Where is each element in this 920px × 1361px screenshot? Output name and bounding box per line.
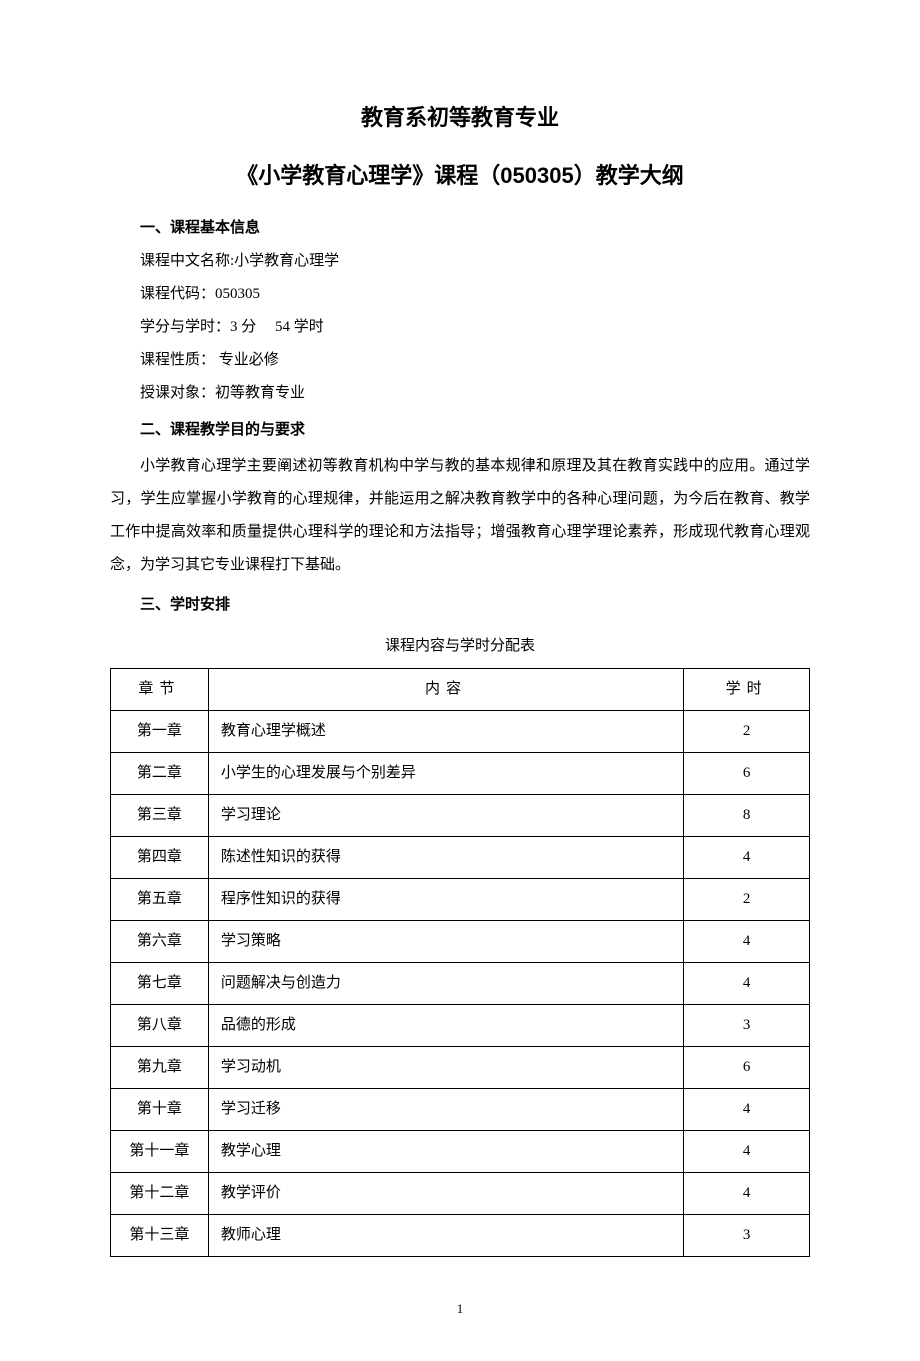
course-nature-line: 课程性质： 专业必修 bbox=[110, 347, 810, 374]
page-title-main: 教育系初等教育专业 bbox=[110, 98, 810, 138]
cell-hours: 3 bbox=[684, 1005, 810, 1047]
table-row: 第九章学习动机6 bbox=[111, 1047, 810, 1089]
cell-content: 学习迁移 bbox=[208, 1089, 683, 1131]
table-row: 第七章问题解决与创造力4 bbox=[111, 963, 810, 1005]
cell-chapter: 第八章 bbox=[111, 1005, 209, 1047]
cell-hours: 4 bbox=[684, 921, 810, 963]
cell-content: 教学评价 bbox=[208, 1173, 683, 1215]
course-nature-value: 专业必修 bbox=[215, 352, 279, 368]
cell-content: 程序性知识的获得 bbox=[208, 879, 683, 921]
table-row: 第六章学习策略4 bbox=[111, 921, 810, 963]
cell-content: 品德的形成 bbox=[208, 1005, 683, 1047]
cell-content: 问题解决与创造力 bbox=[208, 963, 683, 1005]
table-row: 第十一章教学心理4 bbox=[111, 1131, 810, 1173]
credits-hours-line: 学分与学时：3 分 54 学时 bbox=[110, 314, 810, 341]
cell-hours: 6 bbox=[684, 753, 810, 795]
cell-chapter: 第四章 bbox=[111, 837, 209, 879]
cell-content: 学习动机 bbox=[208, 1047, 683, 1089]
credits-label: 学分与学时： bbox=[140, 319, 230, 335]
cell-chapter: 第三章 bbox=[111, 795, 209, 837]
credits-value: 3 分 bbox=[230, 319, 256, 335]
section2-heading: 二、课程教学目的与要求 bbox=[110, 417, 810, 444]
cell-hours: 4 bbox=[684, 963, 810, 1005]
cell-content: 教师心理 bbox=[208, 1215, 683, 1257]
page-title-sub: 《小学教育心理学》课程（050305）教学大纲 bbox=[110, 156, 810, 196]
hours-value: 54 学时 bbox=[275, 319, 324, 335]
cell-content: 陈述性知识的获得 bbox=[208, 837, 683, 879]
cell-chapter: 第六章 bbox=[111, 921, 209, 963]
cell-hours: 2 bbox=[684, 711, 810, 753]
th-hours: 学时 bbox=[684, 669, 810, 711]
table-header-row: 章节 内容 学时 bbox=[111, 669, 810, 711]
section3-heading: 三、学时安排 bbox=[110, 592, 810, 619]
table-row: 第十章学习迁移4 bbox=[111, 1089, 810, 1131]
course-code-line: 课程代码：050305 bbox=[110, 281, 810, 308]
table-row: 第三章学习理论8 bbox=[111, 795, 810, 837]
cell-hours: 4 bbox=[684, 837, 810, 879]
cell-chapter: 第九章 bbox=[111, 1047, 209, 1089]
cell-chapter: 第七章 bbox=[111, 963, 209, 1005]
cell-hours: 8 bbox=[684, 795, 810, 837]
cell-hours: 4 bbox=[684, 1131, 810, 1173]
cell-chapter: 第二章 bbox=[111, 753, 209, 795]
cell-chapter: 第十三章 bbox=[111, 1215, 209, 1257]
cell-chapter: 第一章 bbox=[111, 711, 209, 753]
cell-hours: 2 bbox=[684, 879, 810, 921]
table-row: 第五章程序性知识的获得2 bbox=[111, 879, 810, 921]
course-name-value: 小学教育心理学 bbox=[234, 253, 339, 269]
cell-content: 学习策略 bbox=[208, 921, 683, 963]
th-chapter: 章节 bbox=[111, 669, 209, 711]
cell-chapter: 第十二章 bbox=[111, 1173, 209, 1215]
course-name-label: 课程中文名称: bbox=[140, 253, 234, 269]
course-nature-label: 课程性质： bbox=[140, 352, 215, 368]
table-row: 第十三章教师心理3 bbox=[111, 1215, 810, 1257]
cell-content: 教学心理 bbox=[208, 1131, 683, 1173]
section2-paragraph: 小学教育心理学主要阐述初等教育机构中学与教的基本规律和原理及其在教育实践中的应用… bbox=[110, 450, 810, 582]
table-row: 第一章教育心理学概述2 bbox=[111, 711, 810, 753]
course-audience-label: 授课对象： bbox=[140, 385, 215, 401]
table-caption: 课程内容与学时分配表 bbox=[110, 633, 810, 660]
table-row: 第二章小学生的心理发展与个别差异6 bbox=[111, 753, 810, 795]
cell-chapter: 第十章 bbox=[111, 1089, 209, 1131]
course-code-label: 课程代码： bbox=[140, 286, 215, 302]
cell-hours: 4 bbox=[684, 1089, 810, 1131]
cell-content: 教育心理学概述 bbox=[208, 711, 683, 753]
cell-hours: 4 bbox=[684, 1173, 810, 1215]
table-row: 第四章陈述性知识的获得4 bbox=[111, 837, 810, 879]
course-code-value: 050305 bbox=[215, 286, 260, 302]
course-name-line: 课程中文名称:小学教育心理学 bbox=[110, 248, 810, 275]
cell-chapter: 第十一章 bbox=[111, 1131, 209, 1173]
cell-hours: 3 bbox=[684, 1215, 810, 1257]
table-row: 第八章品德的形成3 bbox=[111, 1005, 810, 1047]
course-audience-value: 初等教育专业 bbox=[215, 385, 305, 401]
course-audience-line: 授课对象：初等教育专业 bbox=[110, 380, 810, 407]
section1-heading: 一、课程基本信息 bbox=[110, 215, 810, 242]
page-number: 1 bbox=[110, 1297, 810, 1320]
cell-content: 小学生的心理发展与个别差异 bbox=[208, 753, 683, 795]
table-row: 第十二章教学评价4 bbox=[111, 1173, 810, 1215]
th-content: 内容 bbox=[208, 669, 683, 711]
hours-table: 章节 内容 学时 第一章教育心理学概述2第二章小学生的心理发展与个别差异6第三章… bbox=[110, 668, 810, 1257]
cell-content: 学习理论 bbox=[208, 795, 683, 837]
cell-chapter: 第五章 bbox=[111, 879, 209, 921]
cell-hours: 6 bbox=[684, 1047, 810, 1089]
